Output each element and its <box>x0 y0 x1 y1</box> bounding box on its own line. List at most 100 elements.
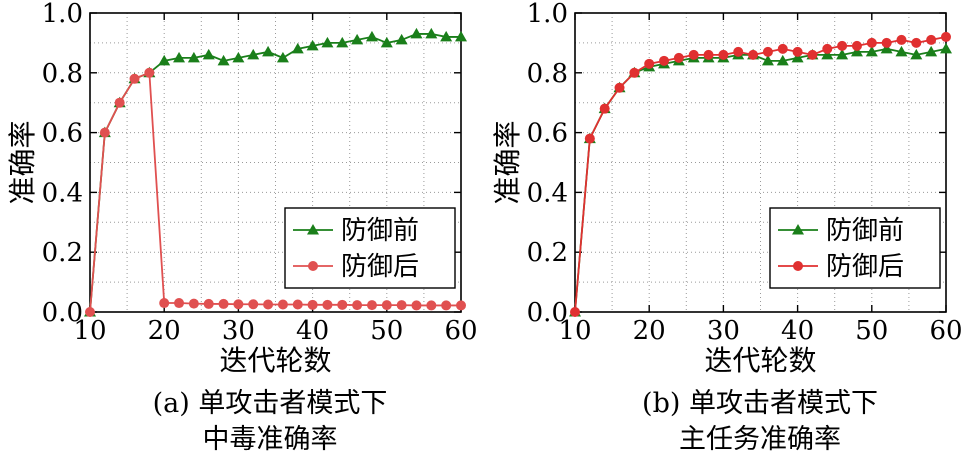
y-tick-label: 0.4 <box>42 178 83 208</box>
data-point <box>352 300 363 311</box>
data-point <box>881 37 892 48</box>
data-point <box>174 298 185 309</box>
x-tick-label: 40 <box>781 316 814 346</box>
x-tick-label: 20 <box>633 316 666 346</box>
x-tick-label: 50 <box>370 316 403 346</box>
legend-label: 防御后 <box>341 252 419 282</box>
data-point <box>425 27 438 39</box>
y-tick-label: 1.0 <box>42 0 83 29</box>
data-point <box>114 97 125 108</box>
data-point <box>440 30 453 42</box>
data-point <box>159 298 170 309</box>
plot-frame <box>574 12 947 313</box>
y-axis-label: 准确率 <box>491 120 524 204</box>
data-point <box>941 31 951 42</box>
data-point <box>351 33 364 45</box>
data-point <box>733 46 744 57</box>
x-tick-label: 10 <box>73 316 106 346</box>
data-point <box>291 42 304 54</box>
data-point <box>851 40 862 51</box>
data-point <box>837 40 848 51</box>
data-point <box>821 48 834 60</box>
data-point <box>173 51 186 63</box>
data-point <box>411 300 422 311</box>
x-tick-label: 30 <box>707 316 740 346</box>
data-point <box>396 300 407 311</box>
data-point <box>925 45 938 57</box>
data-point <box>776 54 789 66</box>
data-point <box>410 27 423 39</box>
y-tick-label: 0.8 <box>527 59 568 89</box>
legend-label: 防御后 <box>826 252 904 282</box>
data-point <box>688 49 699 60</box>
data-point <box>306 39 319 51</box>
legend-box <box>769 207 941 289</box>
data-point <box>866 37 877 48</box>
data-point <box>673 52 684 63</box>
chart-panel-a: 10 20 30 40 50 60 0.0 0.2 0.4 0.6 0.8 1.0 迭代轮数 准确率 (a)… <box>6 0 478 455</box>
x-axis-label: 迭代轮数 <box>219 344 331 377</box>
data-point <box>203 298 214 309</box>
data-point <box>614 82 625 93</box>
caption-line-1: (a) 单攻击者模式下 <box>153 388 388 419</box>
y-tick-label: 0.6 <box>42 119 83 149</box>
data-point <box>762 46 773 57</box>
data-point <box>99 127 110 138</box>
data-point <box>144 67 155 78</box>
data-point <box>321 36 334 48</box>
data-point <box>791 51 804 63</box>
data-point <box>644 58 655 69</box>
legend-marker <box>308 261 318 271</box>
y-tick-label: 0.6 <box>527 119 568 149</box>
data-point <box>718 49 729 60</box>
data-point <box>187 51 200 63</box>
data-point <box>129 73 140 84</box>
data-point <box>865 45 878 57</box>
data-point <box>895 45 908 57</box>
y-tick-label: 0.4 <box>527 178 568 208</box>
data-point <box>761 54 774 66</box>
data-point <box>202 48 215 60</box>
y-tick-label: 0.0 <box>42 298 83 328</box>
legend-box <box>284 207 456 289</box>
data-point <box>158 54 171 66</box>
x-tick-label: 50 <box>855 316 888 346</box>
x-tick-label: 60 <box>929 316 962 346</box>
data-point <box>381 300 392 311</box>
chart-panel-b: 10 20 30 40 50 60 0.0 0.2 0.4 0.6 0.8 1.0 迭代轮数 准确率 (b)… <box>491 0 963 455</box>
data-point <box>792 46 803 57</box>
y-tick-label: 0.8 <box>42 59 83 89</box>
y-tick-label: 0.2 <box>42 238 83 268</box>
data-point <box>395 33 408 45</box>
data-point <box>850 45 863 57</box>
data-point <box>940 42 952 54</box>
data-point <box>218 298 229 309</box>
data-point <box>880 42 893 54</box>
data-point <box>276 51 289 63</box>
data-point <box>366 300 377 311</box>
plot-frame <box>89 12 462 313</box>
data-point <box>426 300 437 311</box>
data-point <box>659 55 670 66</box>
data-point <box>748 49 759 60</box>
caption-line-2: 主任务准确率 <box>679 424 841 455</box>
data-point <box>911 37 922 48</box>
legend-label: 防御前 <box>826 216 904 246</box>
data-point <box>322 299 333 310</box>
data-point <box>441 300 452 311</box>
data-point <box>262 45 275 57</box>
y-axis-label: 准确率 <box>6 120 39 204</box>
data-point <box>822 43 833 54</box>
legend-marker <box>307 224 319 235</box>
y-tick-label: 1.0 <box>527 0 568 29</box>
data-point <box>584 133 595 144</box>
data-point <box>263 299 274 310</box>
x-tick-label: 30 <box>222 316 255 346</box>
legend-label: 防御前 <box>341 216 419 246</box>
data-point <box>365 30 378 42</box>
data-point <box>292 299 303 310</box>
caption-line-1: (b) 单攻击者模式下 <box>642 388 878 419</box>
data-point <box>807 49 818 60</box>
data-point <box>188 298 199 309</box>
